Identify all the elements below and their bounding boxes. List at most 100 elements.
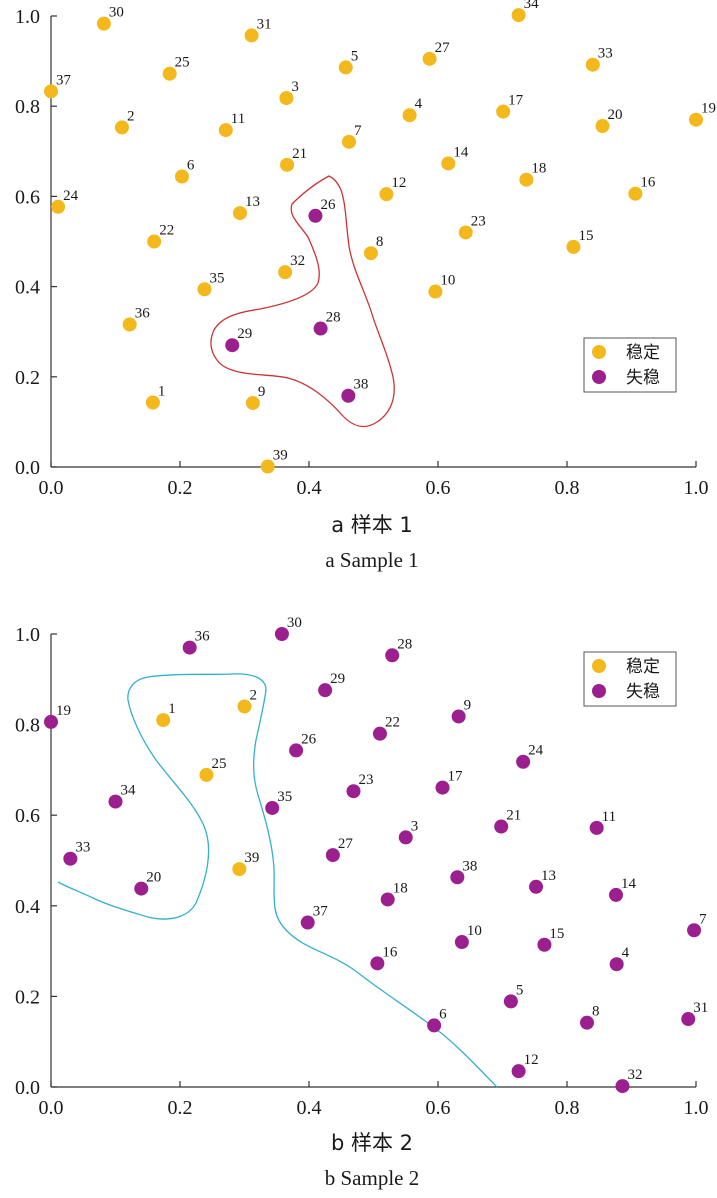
point-label: 23 [359,772,374,788]
x-tick-label: 0.4 [297,1097,322,1119]
point-label: 11 [602,809,616,825]
point-label: 31 [257,16,272,32]
stable-point-15 [566,239,581,254]
unstable-point-10 [454,935,469,950]
point-label: 9 [464,697,472,713]
unstable-point-29 [318,683,333,698]
unstable-point-30 [274,627,289,641]
point-label: 22 [385,715,400,731]
unstable-point-31 [681,1012,696,1027]
stable-point-6 [174,169,189,184]
point-label: 36 [195,629,211,645]
unstable-point-14 [609,887,624,902]
x-tick-label: 0.0 [39,1097,64,1119]
stable-point-39 [232,862,247,877]
stable-point-39 [260,459,275,474]
stable-point-34 [511,8,526,23]
stable-point-13 [232,206,247,221]
legend-stable-label: 稳定 [626,657,660,677]
legend-unstable-marker [592,370,606,384]
caption-english: b Sample 2 [325,1166,420,1190]
point-label: 17 [508,93,524,109]
y-tick-label: 0.8 [15,715,40,737]
point-label: 34 [524,0,540,12]
point-label: 35 [210,270,225,286]
point-label: 19 [701,101,716,117]
stable-point-16 [628,186,643,201]
stable-point-7 [341,134,356,149]
point-label: 30 [109,5,124,21]
point-label: 14 [621,876,637,892]
point-label: 5 [351,48,359,64]
unstable-point-35 [265,800,280,815]
point-label: 5 [516,982,524,998]
stable-point-10 [428,284,443,299]
stable-point-25 [162,66,177,81]
y-tick-label: 0.2 [15,986,40,1008]
point-label: 38 [353,377,368,393]
unstable-point-37 [300,915,315,930]
unstable-point-36 [182,640,197,655]
point-label: 12 [391,175,406,191]
panel-sample-2: 0.0 0.2 0.4 0.6 0.8 1.00.00.20.40.60.81.01225… [15,615,709,1190]
point-label: 11 [231,111,245,127]
stable-point-12 [379,187,394,202]
y-tick-label: 0.6 [15,186,40,208]
stable-point-8 [363,246,378,261]
stable-point-37 [44,84,58,99]
y-tick-label: 0.8 [15,96,40,118]
y-tick-label: 0.4 [15,277,40,299]
point-label: 33 [75,840,90,856]
unstable-point-28 [385,648,400,663]
point-label: 7 [354,123,362,139]
stable-point-17 [496,104,511,119]
x-tick-label: 0.6 [426,1097,451,1119]
stable-point-27 [422,51,437,66]
stable-point-20 [595,119,610,134]
point-label: 32 [627,1067,642,1083]
point-label: 29 [237,326,252,342]
unstable-point-27 [325,848,340,863]
stable-point-30 [96,16,111,31]
caption-chinese: b 样本 2 [331,1131,413,1155]
point-label: 6 [439,1006,447,1022]
stable-point-22 [147,234,162,249]
point-label: 24 [63,188,79,204]
y-tick-label: 0.4 [15,896,40,918]
point-label: 4 [415,96,423,112]
unstable-point-24 [516,754,531,769]
stable-point-1 [156,713,171,728]
stability-boundary-curve [210,175,395,428]
point-label: 29 [330,671,345,687]
y-tick-label: 1.0 [15,6,40,28]
point-label: 32 [290,253,305,269]
unstable-point-23 [346,784,361,799]
unstable-point-8 [579,1015,594,1030]
x-tick-label: 0.0 [39,477,64,499]
unstable-point-22 [372,726,387,741]
unstable-point-38 [450,870,465,885]
unstable-point-6 [427,1018,442,1033]
stable-point-36 [122,317,137,332]
point-label: 30 [287,615,302,631]
point-label: 39 [273,448,288,464]
legend-unstable-label: 失稳 [626,368,660,388]
stable-point-11 [218,123,233,138]
caption-english: a Sample 1 [325,548,418,572]
point-label: 22 [159,223,174,239]
stable-point-1 [145,395,160,410]
point-label: 14 [453,144,469,160]
unstable-point-38 [341,388,356,403]
point-label: 2 [250,687,258,703]
legend-unstable-marker [592,684,606,698]
point-label: 10 [440,273,455,289]
point-label: 8 [592,1004,600,1020]
point-label: 28 [397,636,412,652]
stable-point-5 [338,60,353,75]
point-label: 12 [524,1052,539,1068]
caption-chinese: a 样本 1 [331,513,413,537]
point-label: 10 [467,923,482,939]
unstable-point-5 [503,994,518,1009]
stable-point-3 [279,91,294,106]
